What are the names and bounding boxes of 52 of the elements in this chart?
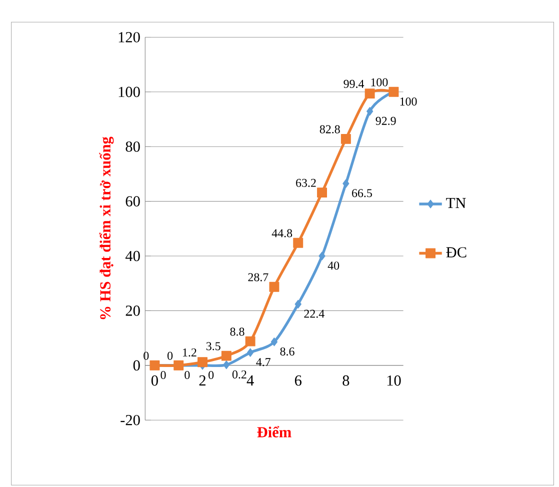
data-label: 0: [144, 352, 149, 360]
point: [246, 348, 254, 357]
data-label: 8.6: [280, 347, 294, 356]
data-label: 92.9: [376, 116, 396, 125]
point: [293, 238, 304, 248]
x-tick-label: 2: [199, 375, 206, 386]
y-axis-title: % HS đạt điểm xi trở xuống: [99, 136, 114, 320]
data-label: 40: [328, 262, 340, 270]
x-axis-title: Điểm: [257, 426, 292, 438]
y-tick-label: 100: [118, 86, 140, 98]
y-tick-label: -20: [120, 414, 140, 426]
y-tick-label: 80: [126, 141, 140, 152]
point: [366, 107, 374, 116]
point: [340, 134, 351, 144]
point: [270, 338, 278, 346]
point: [269, 282, 280, 292]
data-label: 0: [168, 352, 173, 360]
data-label: 8.8: [230, 328, 244, 336]
point: [317, 188, 328, 198]
y-tick-label: 20: [126, 306, 140, 316]
y-tick-label: 0: [133, 360, 140, 371]
data-label: 44.8: [272, 229, 292, 238]
x-tick-label: 4: [246, 375, 254, 386]
data-label: 4.7: [256, 358, 270, 366]
point: [221, 350, 232, 361]
point: [364, 88, 375, 99]
legend-label: ĐC: [446, 247, 466, 258]
data-label: 82.8: [320, 125, 340, 134]
y-tick-label: 120: [118, 32, 140, 42]
x-tick-label: 10: [387, 375, 401, 386]
x-tick-label: 0: [151, 375, 158, 386]
point: [198, 357, 208, 368]
data-label: 0.2: [232, 370, 246, 379]
y-tick-label: 40: [125, 250, 140, 262]
data-label: 100: [371, 78, 388, 86]
point: [294, 300, 302, 308]
point: [342, 179, 350, 188]
data-label: 22.4: [304, 310, 324, 318]
data-label: 100: [400, 97, 417, 106]
x-tick-label: 8: [342, 375, 350, 386]
data-label: 66.5: [352, 189, 372, 198]
data-label: 99.4: [344, 80, 364, 88]
point: [245, 336, 256, 346]
data-label: 3.5: [206, 342, 220, 350]
point: [318, 252, 326, 260]
data-label: 1.2: [183, 348, 196, 357]
x-tick-label: 6: [294, 375, 302, 386]
y-tick-label: 60: [126, 196, 140, 206]
data-label: 28.7: [248, 273, 268, 282]
point: [223, 360, 230, 370]
data-label: 63.2: [296, 178, 316, 187]
legend-label: TN: [446, 198, 466, 208]
